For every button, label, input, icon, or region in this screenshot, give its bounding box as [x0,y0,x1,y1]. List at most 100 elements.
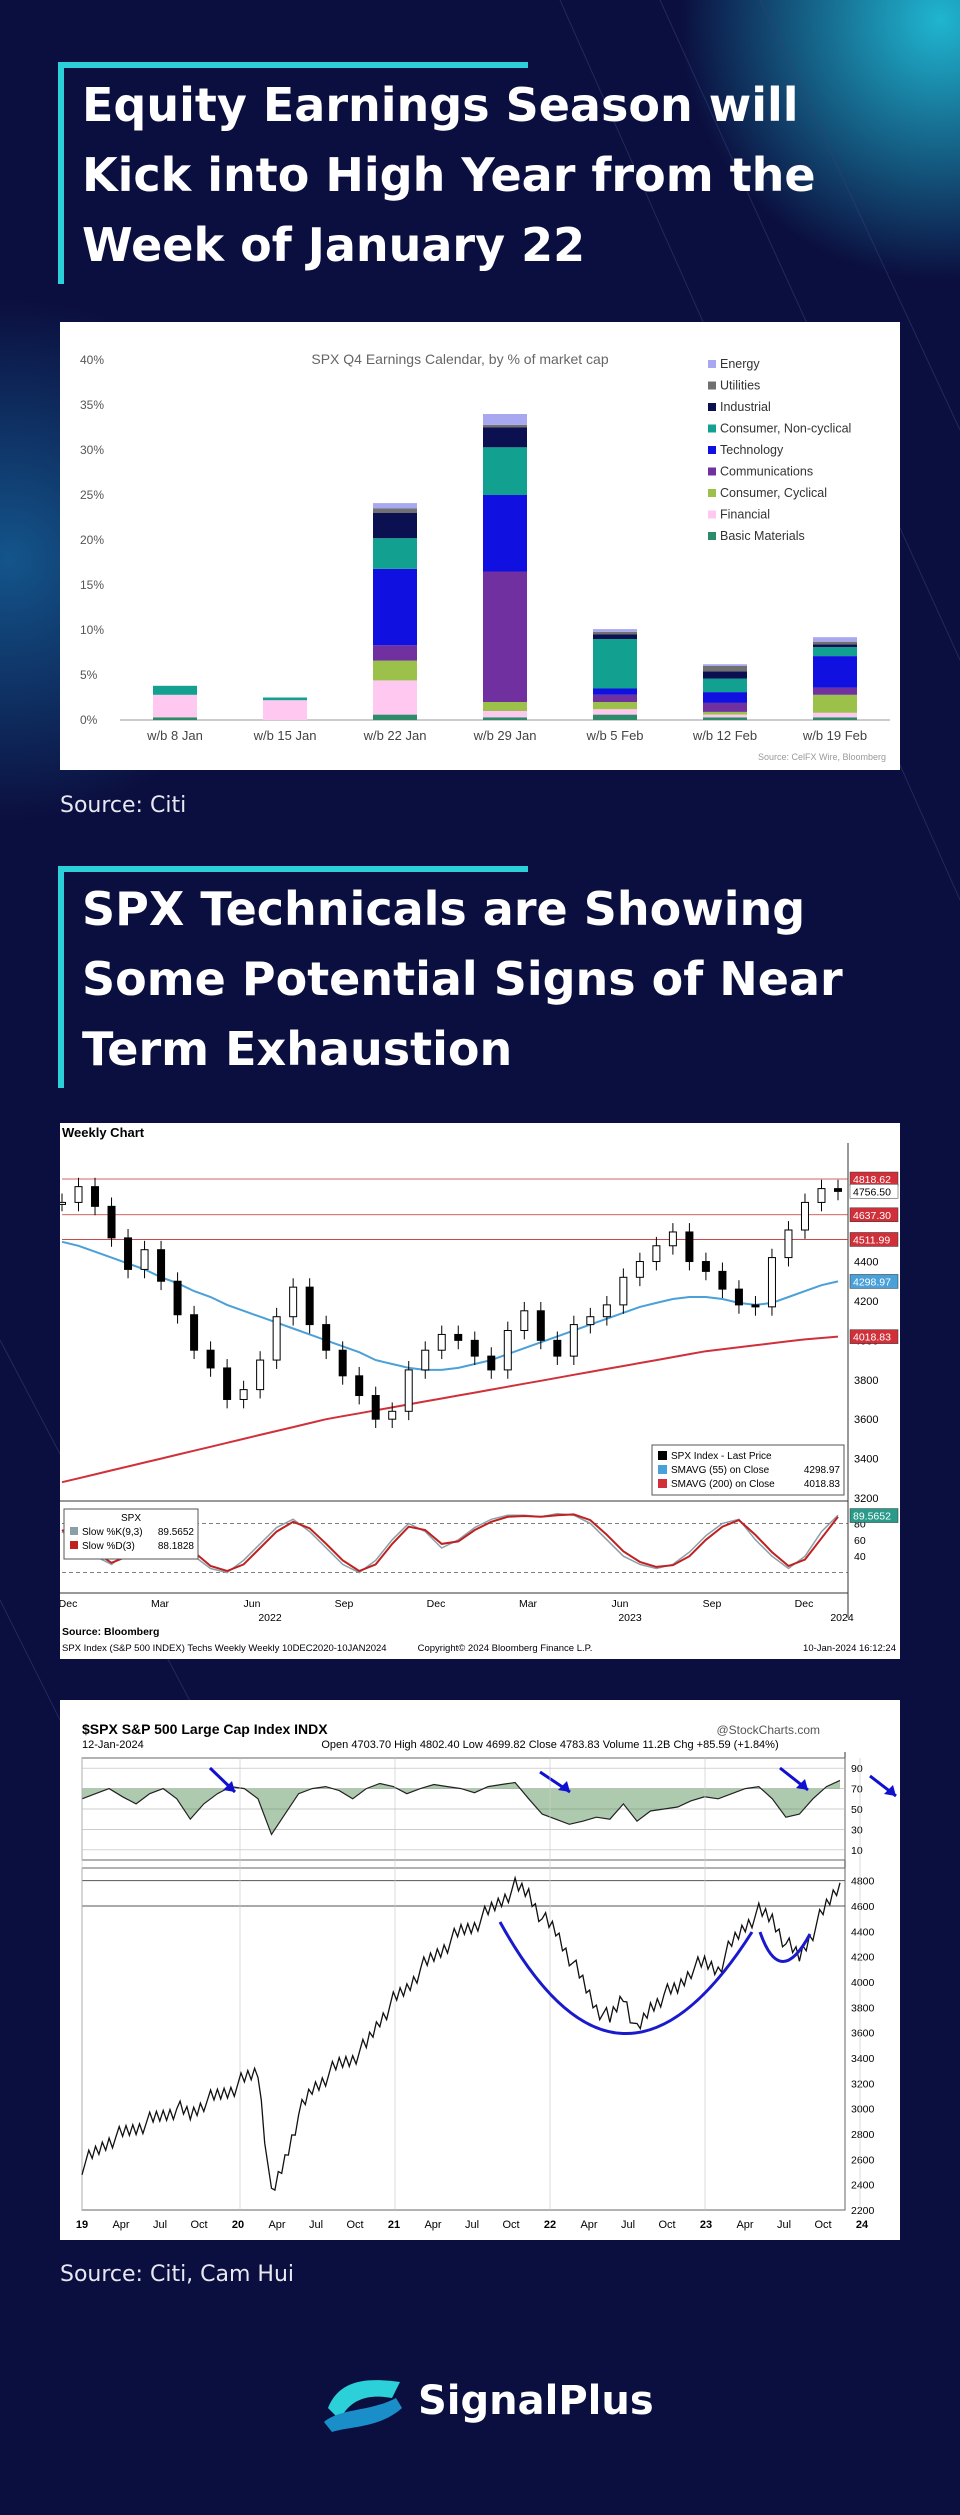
oscillator-k-label: Slow %K(9,3) [82,1527,143,1538]
bar-segment [373,568,417,646]
price-candle [536,1310,545,1341]
x-tick-label: w/b 19 Feb [802,728,867,743]
bar-segment [593,629,637,632]
bar-segment [483,702,527,711]
price-candle [371,1395,380,1420]
section1-title: Equity Earnings Season will Kick into Hi… [82,78,816,272]
bar-segment [373,513,417,539]
legend-label: SMAVG (200) on Close [671,1479,775,1490]
chart-footer-left: SPX Index (S&P 500 INDEX) Techs Weekly W… [62,1643,387,1654]
x-month-label: Jun [612,1598,629,1610]
chart-title: $SPX S&P 500 Large Cap Index INDX [82,1721,328,1737]
x-tick-label: Oct [346,2219,363,2231]
x-tick-label: Jul [309,2219,323,2231]
legend-label: Energy [720,357,760,371]
price-candle [586,1316,595,1326]
y-tick-label: 0% [80,713,98,727]
bar-segment [593,634,637,639]
x-month-label: Dec [795,1598,814,1610]
price-candle [487,1355,496,1371]
price-candle [784,1229,793,1259]
price-candle [685,1231,694,1263]
x-tick-label: 22 [544,2219,556,2231]
bar-segment [703,666,747,672]
bar-segment [813,644,857,648]
bar-segment [703,664,747,666]
legend-swatch [658,1479,667,1488]
price-candle [668,1231,677,1247]
price-candle [289,1286,298,1318]
price-candle [74,1186,83,1203]
y-tick-label: 35% [80,398,104,412]
x-tick-label: Apr [268,2219,285,2231]
price-candle [140,1249,149,1270]
price-tag [849,1274,899,1289]
signalplus-logo-icon [324,2380,402,2432]
price-tag-label: 4637.30 [853,1210,891,1222]
price-candle [454,1333,463,1341]
chart-quote: Open 4703.70 High 4802.40 Low 4699.82 Cl… [321,1739,778,1751]
bar-segment [813,656,857,688]
legend-label: Consumer, Non-cyclical [720,422,851,436]
stockcharts-panel: $SPX S&P 500 Large Cap Index INDX @StockC… [60,1700,900,2240]
legend-swatch [708,360,716,368]
earnings-calendar-chart: SPX Q4 Earnings Calendar, by % of market… [80,351,890,762]
rsi-arrowhead [884,1785,896,1796]
bar-segment [593,688,637,695]
x-tick-label: Apr [112,2219,129,2231]
bar-segment [593,639,637,689]
x-tick-label: Jul [465,2219,479,2231]
price-candle [569,1324,578,1357]
y-tick-label: 20% [80,533,104,547]
bar-segment [483,414,527,425]
x-tick-label: w/b 8 Jan [146,728,203,743]
bar-segment [703,717,747,720]
bar-segment [813,712,857,718]
rsi-arrowhead [558,1781,570,1792]
stockcharts-chart: $SPX S&P 500 Large Cap Index INDX @StockC… [76,1721,897,2231]
price-tag [849,1184,899,1199]
legend-value: 4018.83 [804,1479,841,1490]
y-tick-label: 30% [80,443,104,457]
price-tick-label: 4800 [851,1876,875,1888]
price-tick-label: 3400 [851,2053,875,2065]
oscillator-legend-box [63,1508,199,1560]
bar-segment [593,714,637,720]
price-candle [305,1286,314,1326]
price-tick-label: 4200 [851,1952,875,1964]
bar-segment [373,503,417,509]
y-tick-label: 25% [80,488,104,502]
price-candle [91,1186,100,1207]
handle-annotation [758,1931,812,1963]
price-candle [338,1349,347,1377]
y-tick-label: 3200 [854,1493,878,1505]
bar-segment [263,700,307,720]
bar-segment [593,631,637,635]
price-candle [652,1245,661,1263]
bar-segment [813,647,857,657]
x-tick-label: w/b 5 Feb [585,728,643,743]
bar-segment [593,709,637,715]
rsi-line [81,1779,841,1836]
bar-segment [593,694,637,702]
bar-segment [813,694,857,713]
bar-segment [373,508,417,513]
chart-date: 12-Jan-2024 [82,1739,144,1751]
price-panel-frame [81,1867,846,2211]
x-tick-label: Apr [424,2219,441,2231]
y-tick-label: 3400 [854,1454,878,1466]
x-tick-label: Oct [190,2219,207,2231]
x-tick-label: 24 [856,2219,869,2231]
y-tick-label: 40% [80,353,104,367]
price-tick-label: 3600 [851,2028,875,2040]
oscillator-tag-label: 89.5652 [853,1511,891,1523]
x-tick-label: w/b 12 Feb [692,728,757,743]
price-candle [404,1369,413,1412]
price-candle [322,1324,331,1351]
legend-swatch [658,1451,667,1460]
chart-footer-right: 10-Jan-2024 16:12:24 [803,1643,896,1654]
bar-segment [813,717,857,720]
price-candle [173,1280,182,1316]
x-tick-label: w/b 29 Jan [473,728,537,743]
price-tick-label: 4000 [851,1977,875,1989]
